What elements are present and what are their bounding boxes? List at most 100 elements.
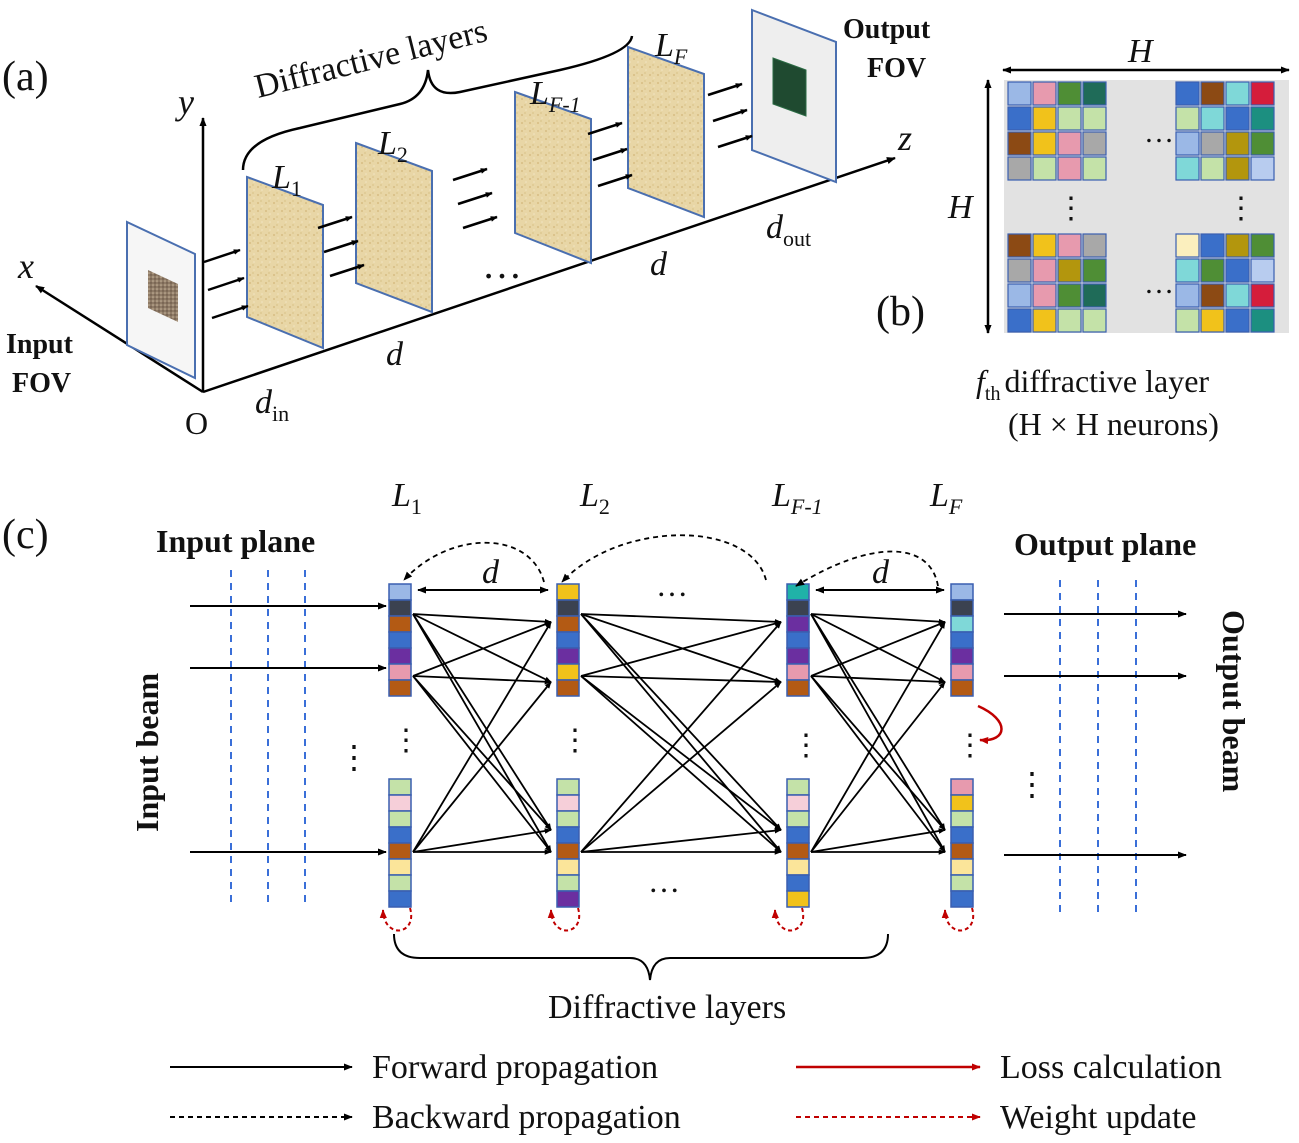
z-axis	[202, 156, 896, 394]
c-connection-arrow	[580, 827, 782, 853]
a-layer-l2-label: L2	[377, 125, 408, 167]
c-connection-arrow	[810, 675, 946, 831]
c-connection-arrow	[580, 613, 782, 625]
c-neuron-cell	[388, 583, 412, 601]
a-arrow	[587, 121, 623, 136]
c-neuron-cell	[950, 615, 974, 633]
c-connection-arrow	[412, 613, 552, 831]
c-neuron-cell	[388, 679, 412, 697]
panel-b-label: (b)	[876, 289, 925, 335]
c-neuron-cell	[950, 663, 974, 681]
c-connection-arrow	[580, 675, 782, 685]
b-neuron-cell	[1175, 233, 1200, 258]
b-neuron-cell	[1250, 156, 1275, 181]
b-neuron-cell	[1007, 81, 1032, 106]
b-neuron-cell	[1057, 258, 1082, 283]
c-connection-arrow	[810, 675, 946, 853]
b-neuron-cell	[1250, 233, 1275, 258]
b-neuron-cell	[1175, 258, 1200, 283]
b-neuron-cell	[1032, 308, 1057, 333]
a-arrow	[317, 215, 353, 230]
c-neuron-cell	[388, 794, 412, 812]
c-weight-loop	[771, 907, 805, 932]
b-neuron-cell	[1200, 233, 1225, 258]
c-ellipsis-bottom: …	[648, 863, 680, 899]
c-backward-arcs	[403, 534, 939, 587]
c-weight-loop	[941, 907, 975, 932]
c-connection-arrow	[580, 613, 782, 683]
c-connection-arrow	[810, 621, 946, 853]
c-neuron-cell	[388, 615, 412, 633]
b-neuron-cell	[1057, 308, 1082, 333]
b-neuron-grids	[1007, 81, 1275, 333]
c-neuron-cell	[556, 679, 580, 697]
d-out-label: dout	[766, 209, 811, 251]
a-ellipsis: …	[482, 242, 522, 287]
b-neuron-cell	[1225, 131, 1250, 156]
c-neuron-cell	[786, 778, 810, 796]
b-dots-top: …	[1144, 116, 1174, 149]
c-column-vdots: ⋮	[391, 724, 421, 757]
a-layer-lf1-label: LF-1	[529, 75, 581, 117]
c-neuron-cell	[786, 826, 810, 844]
c-column-vdots: ⋮	[955, 729, 985, 762]
c-neuron-cell	[950, 599, 974, 617]
c-neuron-cell	[950, 890, 974, 908]
c-connection-arrow	[810, 613, 946, 853]
b-neuron-cell	[1007, 131, 1032, 156]
c-neuron-cell	[388, 858, 412, 876]
panel-b: H H … … ⋮ ⋮ (b) fth diffractive layer (H …	[876, 33, 1290, 442]
b-neuron-cell	[1032, 81, 1057, 106]
c-connection-arrow	[580, 675, 782, 853]
layer-lf-plane	[627, 45, 705, 219]
c-d-label-2: d	[872, 554, 890, 591]
c-neuron-cell	[786, 858, 810, 876]
c-neuron-cell	[556, 842, 580, 860]
b-neuron-cell	[1225, 156, 1250, 181]
c-connection-arrow	[580, 621, 782, 853]
c-neuron-cell	[556, 615, 580, 633]
c-layer-l2-label: L2	[579, 477, 610, 519]
c-weight-loop	[547, 907, 581, 932]
a-arrow	[323, 239, 359, 254]
c-neuron-cell	[950, 842, 974, 860]
c-connection-arrow	[412, 828, 552, 853]
b-neuron-cell	[1007, 106, 1032, 131]
x-axis	[35, 284, 204, 394]
b-neuron-cell	[1082, 156, 1107, 181]
legend: Forward propagation Backward propagation…	[170, 1049, 1222, 1136]
c-neuron-cell	[950, 826, 974, 844]
c-connection-arrow	[412, 675, 552, 831]
c-output-beam-label: Output beam	[1216, 610, 1252, 793]
b-caption-line-1: fth diffractive layer	[976, 363, 1209, 405]
a-brace	[241, 35, 634, 171]
b-neuron-cell	[1032, 156, 1057, 181]
b-neuron-cell	[1032, 258, 1057, 283]
c-connection-arrow	[412, 675, 552, 685]
b-neuron-cell	[1082, 81, 1107, 106]
c-neuron-cell	[388, 842, 412, 860]
c-connection-arrow	[412, 613, 552, 683]
c-connection-arrow	[580, 675, 782, 831]
c-neuron-cell	[786, 647, 810, 665]
b-neuron-cell	[1082, 283, 1107, 308]
b-neuron-cell	[1032, 131, 1057, 156]
c-neuron-cell	[950, 647, 974, 665]
c-plane-lines	[230, 570, 1137, 915]
b-vdots-left: ⋮	[1056, 192, 1086, 225]
b-neuron-cell	[1057, 283, 1082, 308]
b-neuron-cell	[1032, 233, 1057, 258]
c-connection-arrow	[580, 613, 782, 831]
a-arrow	[207, 276, 245, 292]
input-fov-label-1: Input	[6, 329, 74, 360]
c-neuron-cell	[786, 810, 810, 828]
c-column-vdots: ⋮	[560, 724, 590, 757]
c-neuron-cell	[786, 874, 810, 892]
x-axis-label: x	[17, 246, 34, 286]
c-neuron-cell	[556, 778, 580, 796]
c-connection-arrow	[810, 613, 946, 831]
c-neuron-cell	[388, 826, 412, 844]
c-loss-arrow	[977, 704, 1003, 745]
input-object	[148, 270, 178, 322]
panel-a-label: (a)	[2, 54, 49, 100]
